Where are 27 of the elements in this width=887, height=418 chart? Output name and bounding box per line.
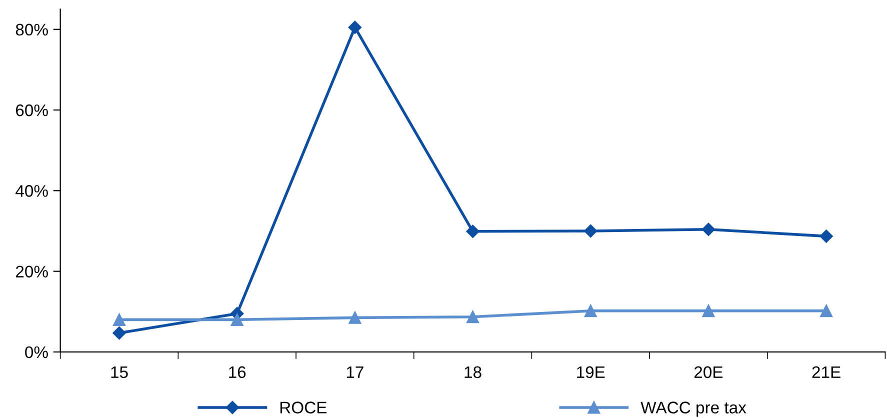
legend-label: WACC pre tax — [640, 402, 746, 417]
x-tick-label: 15 — [111, 366, 128, 378]
x-tick-label: 17 — [346, 366, 364, 378]
y-tick-label: 20% — [16, 266, 48, 278]
point — [584, 304, 597, 318]
point — [112, 313, 126, 326]
x-tick-label: 19E — [577, 366, 605, 378]
point — [230, 313, 244, 326]
point — [702, 304, 715, 318]
point — [348, 20, 362, 34]
y-tick-label: 80% — [16, 24, 48, 36]
legend-label: ROCE — [280, 402, 327, 414]
point — [820, 230, 833, 243]
point — [702, 222, 716, 236]
x-tick-label: 18 — [464, 366, 482, 378]
point — [112, 326, 126, 340]
y-tick-label: 0% — [25, 346, 48, 358]
point — [584, 224, 598, 238]
point — [466, 224, 480, 238]
x-tick-label: 20E — [694, 366, 723, 378]
x-tick-label: 21E — [812, 366, 840, 378]
point — [820, 304, 833, 318]
x-tick-label: 16 — [229, 366, 246, 378]
y-tick-label: 60% — [16, 104, 48, 116]
point — [348, 311, 362, 324]
point — [466, 310, 480, 324]
y-tick-label: 40% — [16, 185, 48, 197]
